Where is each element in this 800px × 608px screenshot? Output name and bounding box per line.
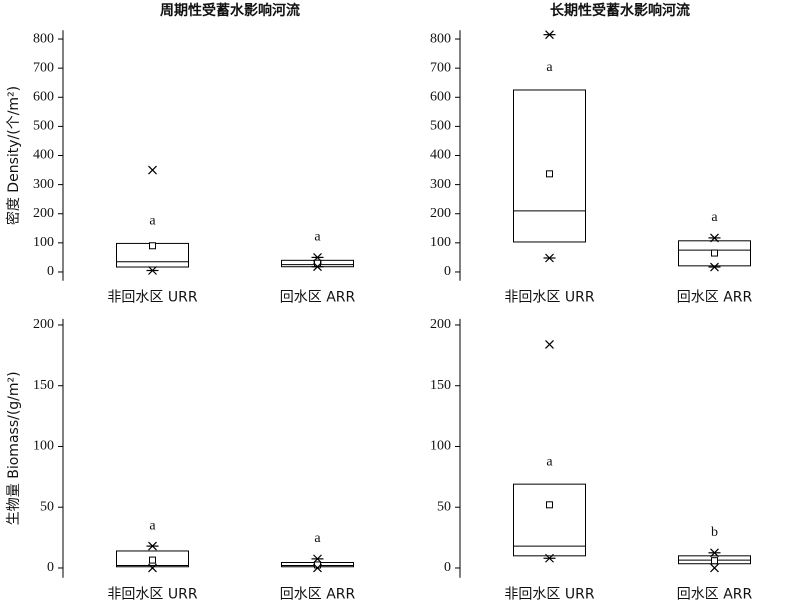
x-tick-label: 非回水区 URR xyxy=(504,587,594,603)
y-tick-label: 200 xyxy=(430,206,451,221)
y-tick-label: 600 xyxy=(33,89,54,104)
box xyxy=(678,240,751,267)
y-axis-label: 生物量 Biomass/(g/m²) xyxy=(6,371,22,525)
star-marker xyxy=(146,266,159,275)
y-tick-label: 50 xyxy=(40,499,54,514)
y-tick-label: 0 xyxy=(47,560,54,575)
y-tick-label: 300 xyxy=(430,177,451,192)
mean-marker xyxy=(314,561,321,569)
mean-marker xyxy=(149,556,156,564)
x-tick-label: 非回水区 URR xyxy=(107,290,197,306)
star-marker xyxy=(543,30,556,40)
y-tick-label: 0 xyxy=(47,264,54,279)
y-axis-label: 密度 Density/(个/m²) xyxy=(5,86,22,225)
x-tick-label: 回水区 ARR xyxy=(280,290,356,306)
chart-title: 长期性受蓄水影响河流 xyxy=(550,2,690,19)
star-marker xyxy=(708,548,721,558)
y-tick-label: 150 xyxy=(33,378,54,393)
y-tick-label: 100 xyxy=(430,235,451,250)
mean-marker xyxy=(149,242,156,250)
star-marker xyxy=(708,262,721,272)
x-tick-label: 非回水区 URR xyxy=(107,587,197,603)
x-tick-label: 回水区 ARR xyxy=(677,587,753,603)
cross-marker xyxy=(313,563,322,573)
y-tick-label: 300 xyxy=(33,177,54,192)
star-marker xyxy=(543,553,556,563)
y-tick-label: 100 xyxy=(430,439,451,454)
significance-letter: a xyxy=(314,531,321,546)
star-marker xyxy=(311,252,324,262)
star-marker xyxy=(543,253,556,263)
box xyxy=(116,550,189,568)
chart-title: 周期性受蓄水影响河流 xyxy=(160,2,300,19)
y-tick-label: 800 xyxy=(33,31,54,46)
star-marker xyxy=(311,262,324,272)
x-tick-label: 非回水区 URR xyxy=(504,290,594,306)
star-marker xyxy=(146,541,159,551)
mean-marker xyxy=(546,501,553,509)
significance-letter: a xyxy=(546,60,553,75)
y-tick-label: 100 xyxy=(33,439,54,454)
y-tick-label: 100 xyxy=(33,235,54,250)
box xyxy=(513,483,586,557)
mean-marker xyxy=(711,557,718,565)
y-tick-label: 600 xyxy=(430,89,451,104)
cross-marker xyxy=(148,165,157,175)
y-tick-label: 500 xyxy=(33,119,54,134)
y-tick-label: 700 xyxy=(33,60,54,75)
y-tick-label: 800 xyxy=(430,31,451,46)
y-tick-label: 500 xyxy=(430,119,451,134)
significance-letter: a xyxy=(314,230,321,245)
y-tick-label: 150 xyxy=(430,378,451,393)
y-tick-label: 200 xyxy=(33,206,54,221)
box xyxy=(513,89,586,243)
x-tick-label: 回水区 ARR xyxy=(280,587,356,603)
mean-marker xyxy=(711,249,718,257)
x-tick-label: 回水区 ARR xyxy=(677,290,753,306)
y-tick-label: 400 xyxy=(33,148,54,163)
y-tick-label: 700 xyxy=(430,60,451,75)
y-tick-label: 200 xyxy=(33,317,54,332)
cross-marker xyxy=(545,339,554,349)
star-marker xyxy=(311,554,324,564)
y-tick-label: 0 xyxy=(444,560,451,575)
significance-letter: a xyxy=(711,210,718,225)
cross-marker xyxy=(148,563,157,573)
significance-letter: a xyxy=(546,454,553,469)
significance-letter: a xyxy=(149,214,156,229)
y-tick-label: 200 xyxy=(430,317,451,332)
y-tick-label: 0 xyxy=(444,264,451,279)
y-tick-label: 400 xyxy=(430,148,451,163)
y-tick-label: 50 xyxy=(437,499,451,514)
significance-letter: b xyxy=(711,525,718,540)
star-marker xyxy=(708,233,721,243)
cross-marker xyxy=(710,563,719,573)
mean-marker xyxy=(546,170,553,178)
significance-letter: a xyxy=(149,518,156,533)
